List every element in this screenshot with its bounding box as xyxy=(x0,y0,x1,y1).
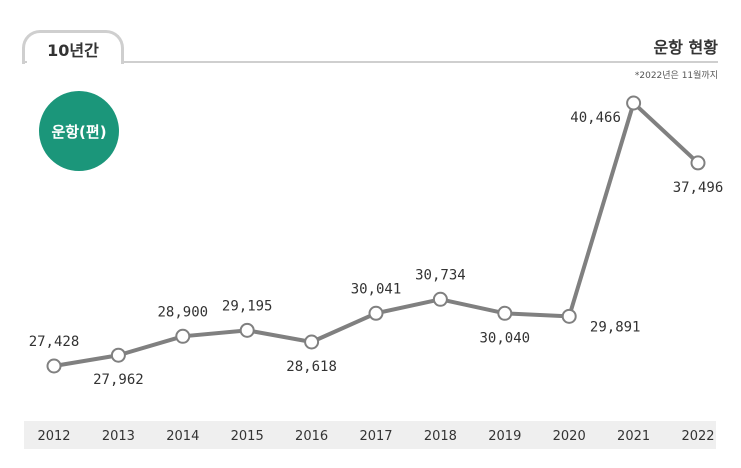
x-tick-label-2013: 2013 xyxy=(102,429,135,444)
x-tick-label-2022: 2022 xyxy=(681,429,714,444)
data-label-2016: 28,618 xyxy=(286,359,337,375)
data-point-2020 xyxy=(561,308,577,324)
data-point-2021 xyxy=(626,95,642,111)
x-tick-label-2016: 2016 xyxy=(295,429,328,444)
data-label-2018: 30,734 xyxy=(415,267,466,283)
data-point-2016 xyxy=(304,334,320,350)
data-label-2012: 27,428 xyxy=(29,334,80,350)
x-tick-label-2020: 2020 xyxy=(553,429,586,444)
data-point-2019 xyxy=(497,305,513,321)
data-label-2015: 29,195 xyxy=(222,298,273,314)
data-point-2018 xyxy=(432,291,448,307)
section-title: 운항 현황 xyxy=(653,38,718,57)
data-label-2020: 29,891 xyxy=(590,319,641,335)
data-point-2015 xyxy=(239,322,255,338)
data-point-2022 xyxy=(690,155,706,171)
unit-badge-label: 운항(편) xyxy=(51,122,107,141)
data-point-2014 xyxy=(175,328,191,344)
data-label-2014: 28,900 xyxy=(158,304,209,320)
x-tick-label-2012: 2012 xyxy=(37,429,70,444)
data-point-2012 xyxy=(46,358,62,374)
x-tick-label-2014: 2014 xyxy=(166,429,199,444)
data-label-2013: 27,962 xyxy=(93,372,144,388)
x-tick-label-2015: 2015 xyxy=(231,429,264,444)
data-label-2017: 30,041 xyxy=(351,281,402,297)
x-axis-band xyxy=(24,421,716,449)
x-tick-label-2019: 2019 xyxy=(488,429,521,444)
data-labels-group: 27,428 27,962 28,900 29,195 28,618 30,041 30,7… xyxy=(29,110,724,388)
x-tick-label-2021: 2021 xyxy=(617,429,650,444)
tab-base-line xyxy=(22,61,27,63)
header-divider xyxy=(124,61,718,63)
data-point-2017 xyxy=(368,305,384,321)
footnote: *2022년은 11월까지 xyxy=(634,71,718,81)
data-point-2013 xyxy=(110,347,126,363)
x-tick-labels-group: 2012 2013 2014 2015 2016 2017 2018 2019 2020 2021… xyxy=(37,429,714,444)
tab-label: 10년간 xyxy=(47,40,99,60)
x-tick-label-2017: 2017 xyxy=(359,429,392,444)
unit-badge: 운항(편) xyxy=(39,91,119,171)
data-label-2022: 37,496 xyxy=(673,180,724,196)
tab-10-years[interactable]: 10년간 xyxy=(22,30,124,64)
points-group xyxy=(46,95,706,374)
data-label-2019: 30,040 xyxy=(480,330,531,346)
x-tick-label-2018: 2018 xyxy=(424,429,457,444)
data-label-2021: 40,466 xyxy=(570,110,621,126)
